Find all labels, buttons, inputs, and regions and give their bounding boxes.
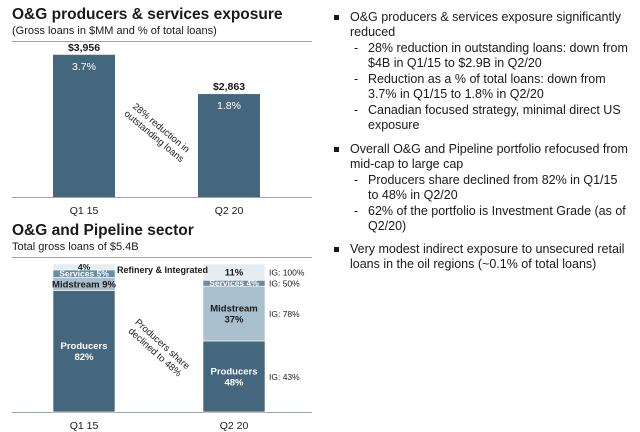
sub-bullet-item: Canadian focused strategy, minimal direc… xyxy=(350,103,630,133)
bullet-main-list: O&G producers & services exposure signif… xyxy=(328,10,630,272)
bar-q2-20 xyxy=(198,94,260,197)
segment-label: 4% xyxy=(78,262,91,272)
bottom-chart-title: O&G and Pipeline sector xyxy=(12,222,194,239)
x-tick-label: Q2 20 xyxy=(220,420,249,432)
segment-producers xyxy=(202,340,266,413)
segment-label: 11% xyxy=(225,267,244,278)
bullet-text: Overall O&G and Pipeline portfolio refoc… xyxy=(350,142,628,171)
bullet-text: O&G producers & services exposure signif… xyxy=(350,10,621,39)
bar-value-label: $3,956 xyxy=(68,42,100,54)
x-tick-label: Q1 15 xyxy=(70,420,99,432)
segment-label: 82% xyxy=(74,352,94,363)
bullet-text: Very modest indirect exposure to unsecur… xyxy=(350,242,625,271)
ig-label: IG: 78% xyxy=(269,309,300,319)
bullet-item: Very modest indirect exposure to unsecur… xyxy=(328,242,630,272)
segment-label: 37% xyxy=(224,314,244,325)
sub-bullet-item: Reduction as a % of total loans: down fr… xyxy=(350,72,630,102)
segment-label: Midstream xyxy=(210,303,258,314)
bullet-item: Overall O&G and Pipeline portfolio refoc… xyxy=(328,142,630,234)
ig-label: IG: 50% xyxy=(269,279,300,289)
bar-pct-label: 3.7% xyxy=(72,61,96,73)
bottom-chart-subtitle: Total gross loans of $5.4B xyxy=(12,241,139,253)
segment-label: Producers xyxy=(61,341,108,352)
x-tick-label: Q2 20 xyxy=(215,205,244,217)
segment-refinery xyxy=(202,263,266,281)
bar-q1-15 xyxy=(53,54,115,197)
ig-label: IG: 100% xyxy=(269,268,305,278)
x-tick-label: Q1 15 xyxy=(70,205,99,217)
bullet-list: O&G producers & services exposure signif… xyxy=(328,10,630,272)
bar-pct-label: 1.8% xyxy=(217,100,241,112)
sub-bullet-item: 28% reduction in outstanding loans: down… xyxy=(350,41,630,71)
top-chart-subtitle: (Gross loans in $MM and % of total loans… xyxy=(12,25,217,37)
bar-value-label: $2,863 xyxy=(213,81,245,93)
sub-bullet-item: Producers share declined from 82% in Q1/… xyxy=(350,173,630,203)
segment-label: 48% xyxy=(224,377,244,388)
sub-bullet-list: Producers share declined from 82% in Q1/… xyxy=(350,173,630,234)
sub-bullet-list: 28% reduction in outstanding loans: down… xyxy=(350,41,630,133)
segment-producers xyxy=(52,290,116,413)
segment-label: Services 5% xyxy=(59,269,109,279)
refinery-legend-label: Refinery & Integrated xyxy=(117,265,208,275)
sub-bullet-item: 62% of the portfolio is Investment Grade… xyxy=(350,204,630,234)
top-chart-title: O&G producers & services exposure xyxy=(12,6,283,23)
segment-label: Producers xyxy=(211,366,258,377)
bullet-item: O&G producers & services exposure signif… xyxy=(328,10,630,133)
segment-label: Midstream 9% xyxy=(52,279,116,290)
segment-label: Services 4% xyxy=(209,278,259,288)
segment-midstream xyxy=(202,285,266,342)
ig-label: IG: 43% xyxy=(269,372,300,382)
segment-refinery xyxy=(52,263,116,271)
